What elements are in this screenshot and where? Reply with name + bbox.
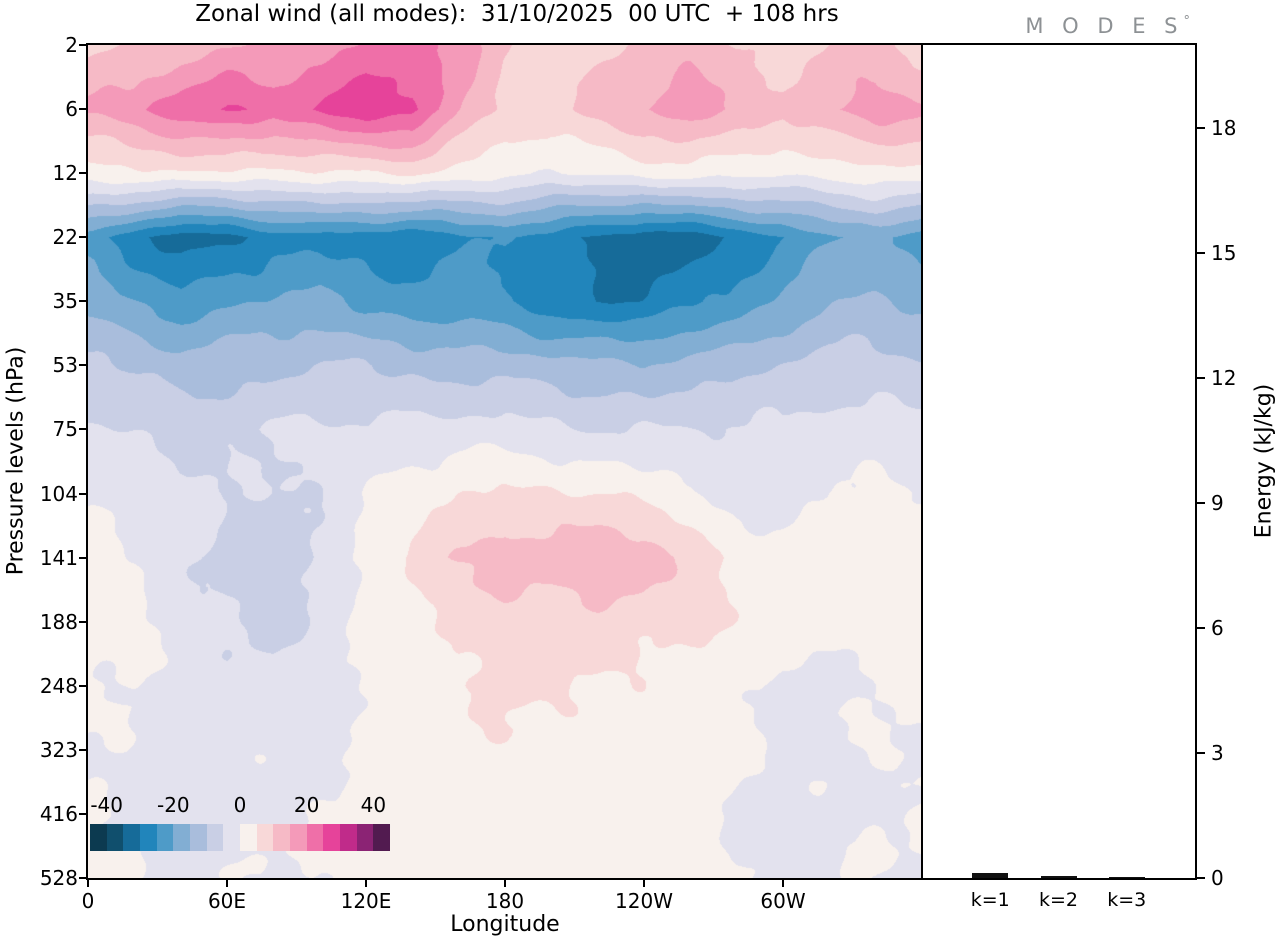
longitude-tick-label: 180 — [485, 889, 525, 913]
energy-axis-label: Energy (kJ/kg) — [1251, 383, 1277, 539]
energy-bar — [1040, 875, 1077, 878]
energy-tick — [1195, 252, 1205, 255]
pressure-tick — [79, 748, 88, 751]
colorbar-tick-label: -20 — [156, 793, 190, 817]
longitude-tick — [504, 878, 506, 887]
energy-tick-label: 6 — [1211, 616, 1224, 641]
colorbar-segment — [190, 824, 207, 851]
energy-tick — [1195, 752, 1205, 755]
pressure-tick — [79, 556, 88, 559]
pressure-tick-label: 6 — [65, 97, 78, 122]
colorbar-segment — [340, 824, 357, 851]
modes-logo: M O D E S° — [1025, 14, 1190, 38]
pressure-tick-label: 416 — [39, 801, 78, 826]
longitude-tick — [782, 878, 784, 887]
colorbar-segment — [156, 824, 174, 851]
pressure-tick — [79, 812, 88, 815]
modes-logo-text: M O D E S — [1025, 14, 1184, 38]
pressure-tick — [79, 44, 88, 46]
energy-tick — [1195, 502, 1205, 505]
mode-tick-label: k=1 — [970, 889, 1010, 911]
colorbar-tick-label: 0 — [233, 793, 247, 817]
mode-tick-label: k=3 — [1107, 889, 1147, 911]
pressure-tick — [79, 108, 88, 111]
energy-bar — [972, 873, 1009, 878]
energy-tick — [1195, 627, 1205, 630]
pressure-tick — [79, 172, 88, 175]
energy-tick-label: 12 — [1211, 366, 1237, 391]
pressure-tick-label: 188 — [39, 609, 78, 634]
pressure-tick-label: 22 — [52, 225, 78, 250]
pressure-tick-label: 12 — [52, 161, 78, 186]
longitude-axis-label: Longitude — [450, 912, 560, 937]
pressure-tick-label: 53 — [52, 353, 78, 378]
pressure-tick — [79, 236, 88, 239]
pressure-tick — [79, 877, 88, 879]
pressure-tick-label: 248 — [39, 673, 78, 698]
pressure-tick — [79, 492, 88, 495]
colorbar-tick-label: 40 — [360, 793, 387, 817]
longitude-tick-label: 60E — [207, 889, 247, 913]
pressure-tick-label: 141 — [39, 545, 78, 570]
colorbar-tick-label: 20 — [293, 793, 320, 817]
energy-tick — [1195, 127, 1205, 130]
longitude-tick — [365, 878, 367, 887]
colorbar-segment — [206, 824, 224, 851]
colorbar-segment — [106, 824, 124, 851]
pressure-tick-label: 2 — [65, 33, 78, 57]
energy-bar — [1108, 876, 1145, 878]
contour-plot — [88, 45, 922, 878]
energy-tick — [1195, 877, 1205, 879]
longitude-tick-label: 120W — [615, 889, 673, 913]
colorbar-segment — [373, 824, 391, 851]
pressure-tick — [79, 364, 88, 367]
pressure-tick-label: 75 — [52, 417, 78, 442]
colorbar-segment — [90, 824, 107, 851]
energy-tick — [1195, 377, 1205, 380]
pressure-axis-label: Pressure levels (hPa) — [3, 346, 29, 576]
colorbar-segment — [306, 824, 324, 851]
modes-logo-degree: ° — [1183, 14, 1191, 29]
longitude-tick — [643, 878, 645, 887]
longitude-tick-label: 0 — [81, 889, 95, 913]
energy-tick-label: 18 — [1211, 116, 1237, 141]
energy-tick-label: 3 — [1211, 741, 1224, 766]
colorbar-segment — [323, 824, 341, 851]
pressure-tick — [79, 620, 88, 623]
energy-tick-label: 9 — [1211, 491, 1224, 516]
colorbar-segment — [140, 824, 157, 851]
colorbar-segment — [223, 824, 241, 851]
pressure-tick — [79, 428, 88, 431]
pressure-tick-label: 104 — [39, 481, 78, 506]
pressure-tick-label: 35 — [52, 289, 78, 314]
colorbar-segment — [273, 824, 291, 851]
colorbar-segment — [240, 824, 257, 851]
longitude-tick-label: 120E — [340, 889, 392, 913]
longitude-tick-label: 60W — [760, 889, 806, 913]
colorbar-segment — [256, 824, 274, 851]
colorbar-segment — [123, 824, 141, 851]
longitude-tick — [226, 878, 228, 887]
colorbar-segment — [356, 824, 374, 851]
pressure-tick — [79, 300, 88, 303]
energy-tick-label: 0 — [1211, 866, 1224, 890]
colorbar — [90, 824, 391, 851]
pressure-tick — [79, 684, 88, 687]
colorbar-segment — [290, 824, 307, 851]
plot-title: Zonal wind (all modes): 31/10/2025 00 UT… — [195, 1, 839, 27]
colorbar-segment — [173, 824, 191, 851]
panel-divider — [921, 45, 923, 878]
energy-tick-label: 15 — [1211, 241, 1237, 266]
longitude-tick — [87, 878, 89, 887]
colorbar-tick-label: -40 — [90, 793, 123, 817]
pressure-tick-label: 323 — [39, 737, 78, 762]
mode-tick-label: k=2 — [1038, 889, 1078, 911]
pressure-tick-label: 528 — [39, 866, 78, 890]
